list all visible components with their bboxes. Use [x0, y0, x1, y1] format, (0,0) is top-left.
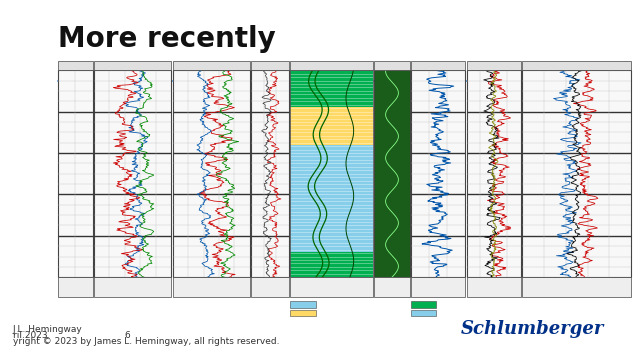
Bar	[173, 277, 250, 297]
Text: More recently: More recently	[58, 25, 275, 53]
Bar	[94, 277, 171, 297]
Bar	[251, 61, 289, 70]
Bar	[290, 107, 373, 145]
Text: ril 2023: ril 2023	[13, 331, 47, 340]
Bar	[58, 277, 93, 297]
Bar	[173, 70, 250, 277]
Text: Schlumberger: Schlumberger	[461, 320, 604, 338]
Bar	[251, 70, 289, 277]
Bar	[411, 301, 436, 308]
Bar	[467, 70, 521, 277]
Bar	[94, 61, 171, 70]
Bar	[374, 61, 410, 70]
Bar	[522, 70, 631, 277]
Bar	[290, 277, 373, 297]
Bar	[290, 70, 373, 107]
Bar	[467, 61, 521, 70]
Text: J L. Hemingway: J L. Hemingway	[13, 325, 83, 334]
Bar	[522, 61, 631, 70]
Bar	[251, 277, 289, 297]
Bar	[522, 277, 631, 297]
Bar	[374, 70, 410, 277]
Bar	[58, 61, 93, 70]
Bar	[290, 61, 373, 70]
Bar	[94, 70, 171, 277]
Bar	[290, 252, 373, 277]
Text: 6: 6	[125, 331, 131, 340]
Bar	[411, 61, 465, 70]
Bar	[290, 301, 316, 308]
Bar	[290, 145, 373, 252]
Bar	[374, 277, 410, 297]
Bar	[58, 70, 93, 277]
Bar	[411, 310, 436, 316]
Bar	[290, 310, 316, 316]
Bar	[290, 70, 373, 277]
Bar	[467, 277, 521, 297]
Bar	[411, 277, 465, 297]
Bar	[411, 70, 465, 277]
Text: yright © 2023 by James L. Hemingway, all rights reserved.: yright © 2023 by James L. Hemingway, all…	[13, 337, 279, 346]
Bar	[173, 61, 250, 70]
